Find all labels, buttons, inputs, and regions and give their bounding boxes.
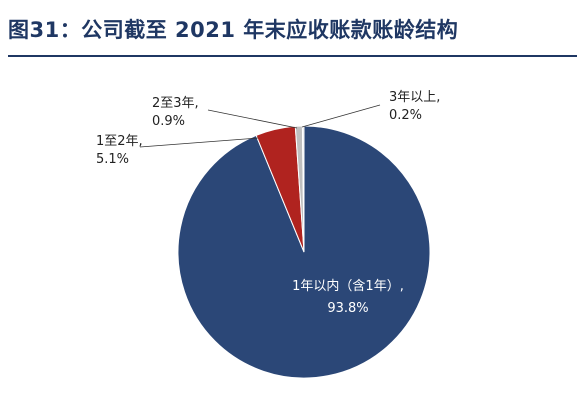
slice-label-0: 1年以内（含1年）,: [292, 278, 404, 294]
slice-value-3: 0.2%: [389, 108, 422, 123]
slice-label-3: 3年以上,: [389, 90, 440, 105]
leader-line-2: [207, 109, 298, 129]
slice-value-2: 0.9%: [152, 114, 185, 129]
slice-value-1: 5.1%: [96, 152, 129, 167]
leader-line-3: [301, 104, 381, 128]
slice-value-0: 93.8%: [327, 301, 368, 316]
slice-label-1: 1至2年,: [96, 134, 143, 149]
pie-slice-3: [301, 125, 305, 253]
page-title: 图31：公司截至 2021 年末应收账款账龄结构: [8, 18, 459, 42]
leader-line-1: [139, 137, 259, 148]
title-divider: [8, 55, 577, 57]
slice-label-2: 2至3年,: [152, 96, 199, 111]
